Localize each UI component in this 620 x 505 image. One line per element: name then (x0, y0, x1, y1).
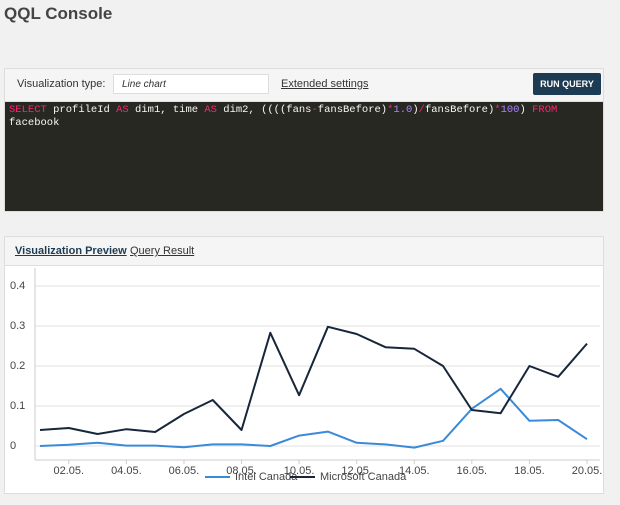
toolbar: Visualization type: Line chart Extended … (5, 69, 603, 102)
y-tick-label: 0.1 (10, 400, 25, 412)
legend-label: Microsoft Canada (320, 471, 407, 483)
query-token: ) (519, 104, 533, 116)
y-tick-label: 0.3 (10, 320, 25, 332)
page-title: QQL Console (4, 4, 113, 23)
query-token: AS (116, 104, 129, 116)
preview-panel: Visualization Preview Query Result (4, 236, 604, 494)
query-token: 100 (500, 104, 520, 116)
x-tick-label: 06.05. (169, 465, 200, 477)
x-tick-label: 02.05. (53, 465, 84, 477)
query-editor[interactable]: SELECT profileId AS dim1, time AS dim2, … (9, 104, 579, 130)
query-token: * (494, 104, 501, 116)
chart: 0 0.1 0.2 0.3 0.4 02.05. 04.05. 06.05. 08.05. 10.… (10, 268, 602, 483)
query-token: 1.0 (393, 104, 413, 116)
query-panel: Visualization type: Line chart Extended … (4, 68, 604, 212)
x-tick-label: 14.05. (399, 465, 430, 477)
x-tick-label: 04.05. (111, 465, 142, 477)
legend-label: Intel Canada (235, 471, 298, 483)
query-token: ) (412, 104, 419, 116)
query-token: SELECT (9, 104, 47, 116)
query-token: fansBefore) (317, 104, 388, 116)
run-button[interactable]: RUN QUERY (533, 73, 601, 95)
tab-bar: Visualization Preview Query Result (5, 237, 603, 266)
x-tick-label: 20.05. (572, 465, 602, 477)
tab[interactable]: Visualization Preview (15, 245, 127, 257)
tab[interactable]: Query Result (130, 245, 195, 257)
query-token: facebook (9, 104, 564, 129)
x-tick-label: 16.05. (457, 465, 488, 477)
y-tick-label: 0.2 (10, 360, 25, 372)
y-tick-label: 0 (10, 440, 16, 452)
settings-link[interactable]: Extended settings (281, 78, 369, 90)
query-token: / (418, 104, 425, 116)
series-line (39, 325, 588, 435)
x-tick-label: 12.05. (341, 465, 372, 477)
query-token: AS (204, 104, 217, 116)
x-tick-label: 18.05. (514, 465, 545, 477)
x-tick-label: 08.05. (226, 465, 257, 477)
query-token: * (387, 104, 394, 116)
query-token: fansBefore) (424, 104, 495, 116)
type-input[interactable]: Line chart (113, 74, 269, 94)
query-token: profileId (46, 104, 117, 116)
query-token: dim1, time (128, 104, 205, 116)
query-token: FROM (532, 104, 558, 116)
y-tick-label: 0.4 (10, 280, 25, 292)
type-label: Visualization type: (17, 78, 106, 90)
query-token: dim2, ((((fans (216, 104, 312, 116)
query-token: - (311, 104, 318, 116)
series-line (39, 387, 588, 449)
x-tick-label: 10.05. (284, 465, 315, 477)
